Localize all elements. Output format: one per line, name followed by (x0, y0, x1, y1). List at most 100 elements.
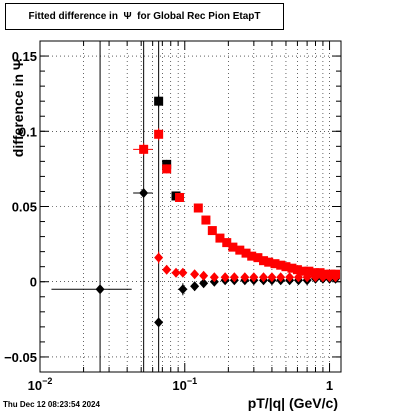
square-marker (139, 144, 149, 154)
square-marker (315, 268, 325, 278)
diamond-marker (276, 272, 286, 283)
data-point (292, 265, 302, 275)
square-marker (241, 248, 251, 258)
timestamp: Thu Dec 12 08:23:54 2024 (3, 400, 100, 409)
diamond-marker (162, 264, 172, 275)
data-point (287, 263, 297, 273)
data-point (276, 272, 286, 283)
square-marker (215, 233, 225, 243)
diamond-marker (209, 272, 219, 283)
square-marker (207, 226, 217, 236)
diamond-marker (259, 272, 269, 283)
diamond-marker (171, 267, 181, 278)
data-point (154, 41, 164, 372)
square-marker (292, 265, 302, 275)
diamond-marker (311, 272, 321, 283)
data-point (249, 272, 259, 283)
diamond-marker (220, 272, 230, 283)
diamond-marker (199, 278, 209, 289)
data-point (229, 272, 239, 283)
diamond-marker (178, 267, 188, 278)
diamond-marker (249, 272, 259, 283)
x-tick-label: 10−1 (172, 376, 197, 393)
square-marker (154, 129, 164, 139)
square-marker (259, 256, 269, 266)
data-point (253, 253, 263, 263)
series (133, 128, 341, 279)
data-point (281, 262, 291, 272)
square-marker (175, 192, 185, 202)
diamond-marker (285, 272, 295, 283)
diamond-marker (190, 269, 200, 280)
diamond-marker (331, 272, 341, 283)
diamond-marker (190, 281, 200, 292)
diamond-marker (318, 272, 328, 283)
square-marker (154, 96, 164, 106)
data-point (298, 266, 308, 276)
square-marker (310, 268, 320, 278)
square-marker (264, 257, 274, 267)
data-point (222, 238, 232, 248)
square-marker (304, 266, 314, 276)
data-point (178, 283, 188, 296)
data-point (193, 203, 203, 213)
diamond-marker (154, 317, 164, 328)
diamond-marker (95, 284, 105, 295)
data-point (215, 233, 225, 243)
data-point (302, 272, 312, 283)
data-point (171, 267, 181, 278)
x-tick-label: 1 (326, 378, 333, 393)
diamond-marker (139, 187, 149, 198)
data-point (259, 256, 269, 266)
data-point (190, 281, 200, 292)
data-series (51, 41, 341, 372)
diamond-marker (240, 272, 250, 283)
data-point (162, 264, 172, 275)
square-marker (162, 164, 172, 174)
data-point (133, 41, 153, 372)
series (154, 251, 341, 283)
data-point (240, 272, 250, 283)
data-point (235, 245, 245, 255)
y-tick-label: 0.15 (12, 49, 37, 64)
y-tick-label: 0 (30, 275, 37, 290)
data-point (267, 272, 277, 283)
data-point (154, 95, 164, 108)
square-marker (298, 266, 308, 276)
chart-title: Fitted difference in Ψ for Global Rec Pi… (28, 11, 261, 22)
data-point (201, 215, 211, 225)
diamond-marker (293, 272, 303, 283)
diamond-marker (154, 252, 164, 263)
data-point (207, 226, 217, 236)
data-point (199, 270, 209, 281)
diamond-marker (302, 272, 312, 283)
diamond-marker (267, 272, 277, 283)
data-point (178, 267, 188, 278)
square-marker (201, 215, 211, 225)
square-marker (253, 253, 263, 263)
data-point (304, 266, 314, 276)
diamond-marker (199, 270, 209, 281)
y-tick-label: 0.05 (12, 200, 37, 215)
diamond-marker (325, 272, 335, 283)
diamond-marker (178, 284, 188, 295)
data-point (259, 272, 269, 283)
data-point (285, 272, 295, 283)
data-point (190, 269, 200, 280)
grid (39, 41, 341, 372)
data-point (133, 143, 153, 156)
chart-title-box: Fitted difference in Ψ for Global Rec Pi… (5, 3, 284, 30)
data-point (247, 251, 257, 261)
square-marker (276, 260, 286, 270)
data-point (321, 269, 331, 279)
data-point (220, 272, 230, 283)
square-marker (270, 259, 280, 269)
square-marker (287, 263, 297, 273)
data-point (162, 164, 172, 174)
square-marker (281, 262, 291, 272)
data-point (315, 268, 325, 278)
square-marker (193, 203, 203, 213)
data-point (293, 272, 303, 283)
square-marker (235, 245, 245, 255)
